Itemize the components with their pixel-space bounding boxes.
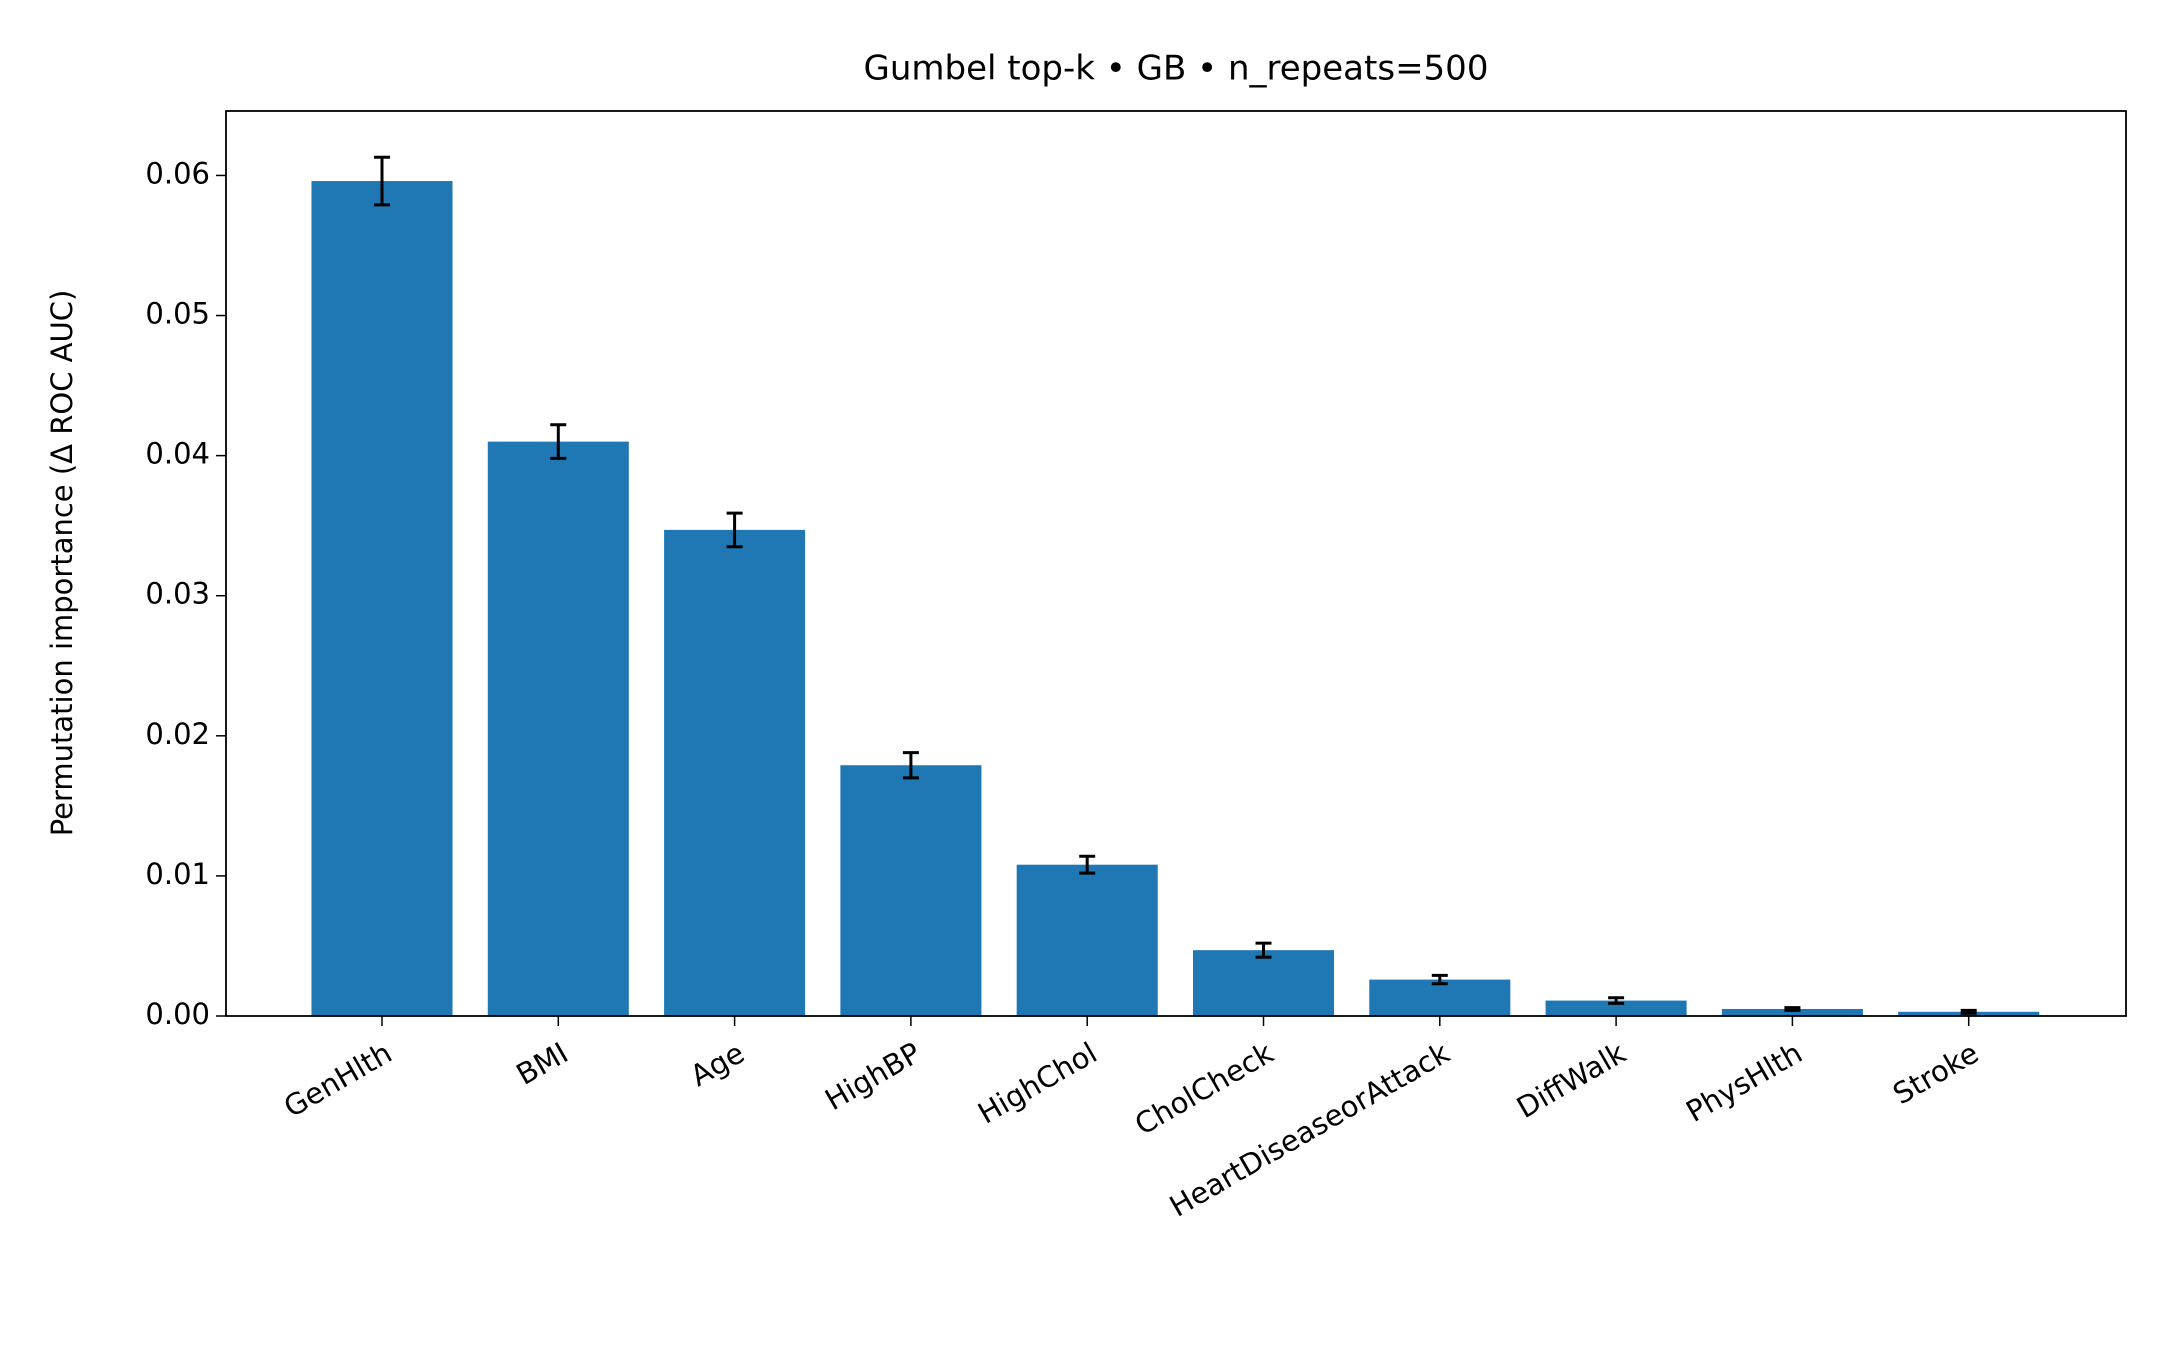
bar [1016, 864, 1158, 1016]
bar [1192, 950, 1335, 1016]
bar [1545, 1000, 1687, 1016]
chart-title: Gumbel top-k • GB • n_repeats=500 [864, 49, 1489, 89]
y-tick-label: 0.03 [145, 577, 210, 611]
y-tick-label: 0.05 [145, 297, 210, 331]
y-tick-label: 0.02 [145, 717, 210, 751]
y-axis-label: Permutation importance (Δ ROC AUC) [45, 290, 79, 837]
bar [487, 441, 629, 1016]
plot-frame [225, 110, 2127, 1017]
bar [1721, 1008, 1863, 1016]
bar [311, 181, 453, 1016]
bar [664, 529, 806, 1016]
y-tick-label: 0.04 [145, 437, 210, 471]
bar [840, 765, 982, 1016]
y-tick-label: 0.06 [145, 156, 210, 190]
y-tick-label: 0.01 [145, 857, 210, 891]
y-tick-label: 0.00 [145, 997, 210, 1031]
bar [1369, 979, 1511, 1016]
